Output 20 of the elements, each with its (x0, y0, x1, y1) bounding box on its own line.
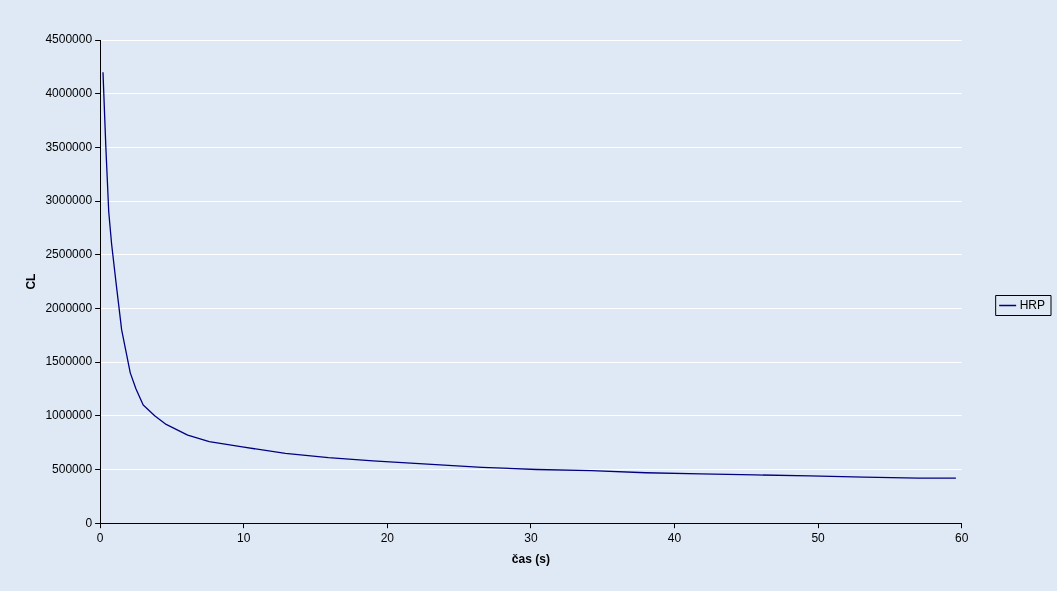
x-tick-label: 30 (524, 530, 538, 545)
y-tick-label: 1500000 (45, 354, 93, 369)
y-tick-label: 1000000 (45, 408, 93, 423)
x-tick-label: 60 (954, 530, 969, 545)
x-tick-label: 20 (380, 530, 395, 545)
x-tick-label: 0 (96, 530, 104, 545)
y-tick-label: 500000 (52, 461, 93, 476)
x-tick-label: 40 (667, 530, 682, 545)
x-axis-title: čas (s) (511, 552, 550, 567)
y-tick-label: 4000000 (45, 86, 93, 100)
y-tick-label: 3500000 (45, 139, 93, 154)
y-axis-title: CL (23, 273, 38, 290)
x-tick-label: 50 (811, 530, 826, 545)
legend-label: HRP (1019, 297, 1046, 312)
y-tick-label: 2500000 (45, 247, 93, 262)
y-tick-label: 2000000 (45, 300, 93, 315)
y-tick-label: 0 (85, 515, 93, 530)
x-tick-label: 10 (237, 530, 251, 545)
y-tick-label: 4500000 (45, 32, 93, 47)
y-tick-label: 3000000 (45, 193, 93, 208)
